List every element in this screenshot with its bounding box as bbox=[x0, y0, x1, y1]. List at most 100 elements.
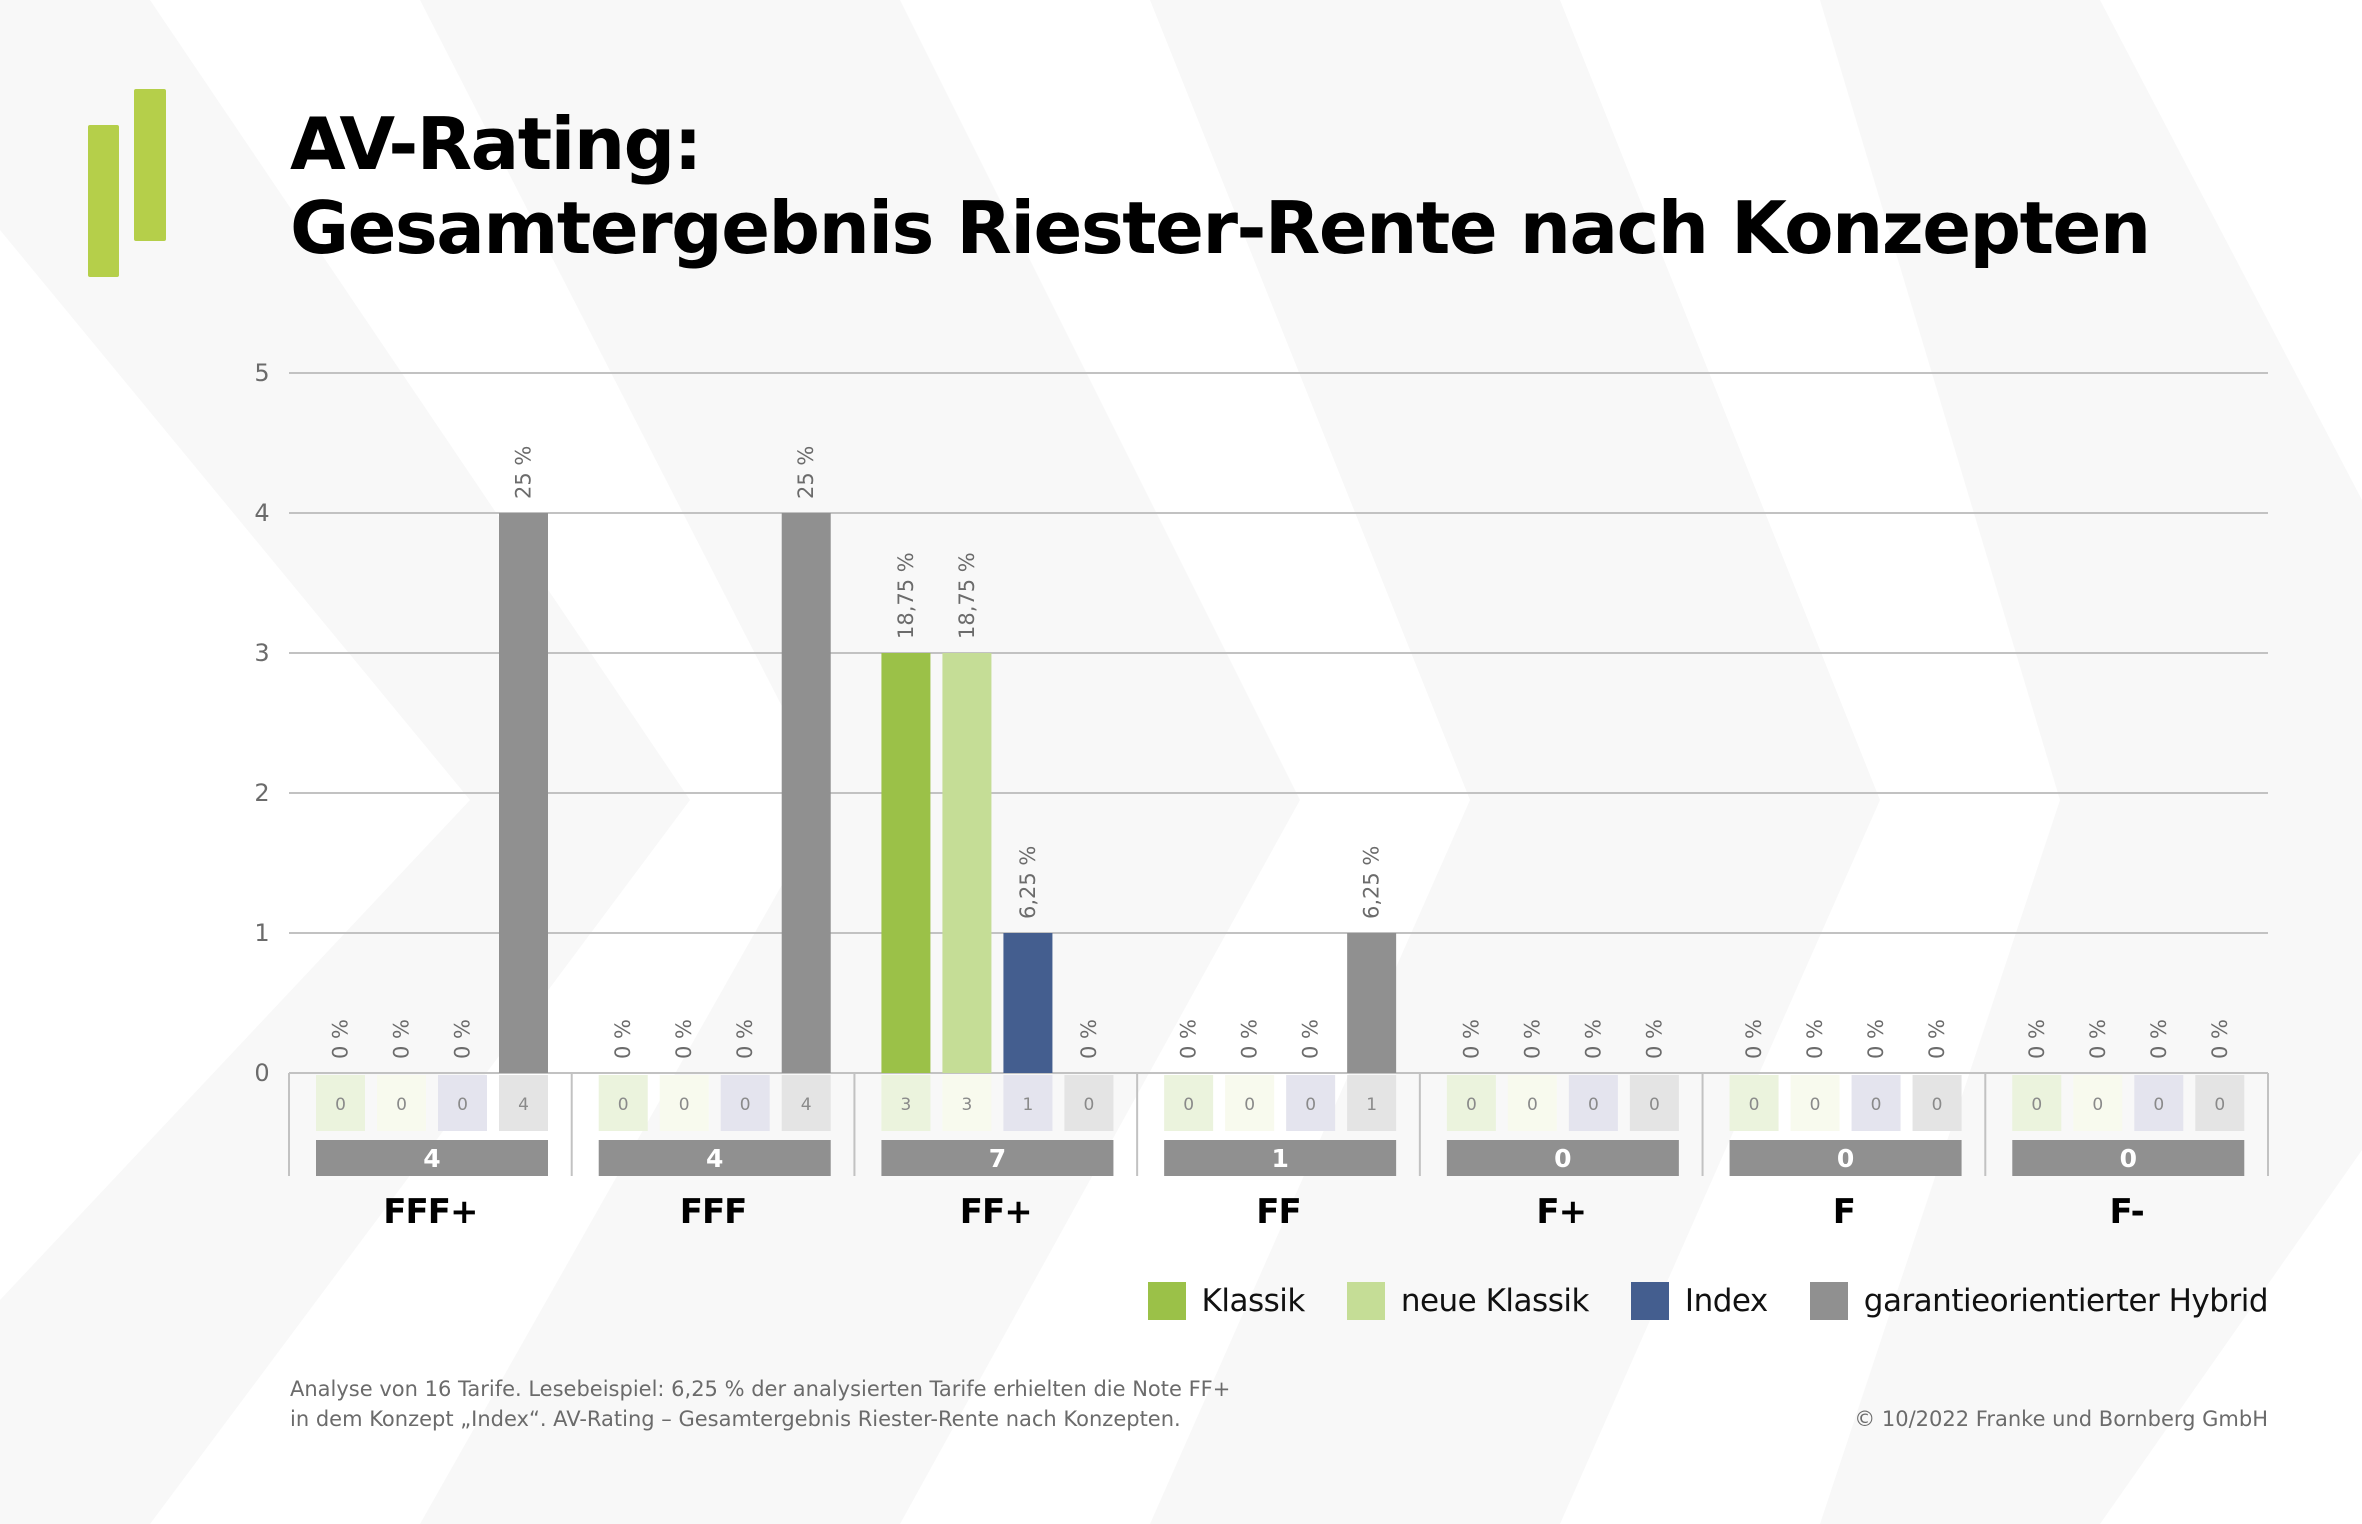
category-group-F+: 0 % 0 0 % 0 0 % 0 0 % 0 0 F+ bbox=[1418, 1019, 1679, 1232]
count-cell-value: 0 bbox=[679, 1095, 690, 1115]
count-cell-value: 0 bbox=[335, 1095, 346, 1115]
footnote-line-2: in dem Konzept „Index“. AV-Rating – Gesa… bbox=[290, 1407, 1181, 1431]
count-cell-neue-klassik bbox=[942, 1075, 992, 1131]
legend-swatch-index bbox=[1630, 1282, 1669, 1320]
data-label-percent: 25 % bbox=[512, 446, 536, 499]
title-line-1: AV-Rating: bbox=[290, 102, 702, 186]
bar-index bbox=[1003, 933, 1053, 1073]
count-cell-value: 0 bbox=[396, 1095, 407, 1115]
data-label-percent: 0 % bbox=[451, 1019, 475, 1059]
count-cell-value: 0 bbox=[2214, 1095, 2225, 1115]
count-cell-hybrid bbox=[1912, 1075, 1962, 1131]
data-label-percent: 6,25 % bbox=[1360, 846, 1384, 919]
count-cell-value: 0 bbox=[2031, 1095, 2042, 1115]
total-value: 0 bbox=[1837, 1144, 1854, 1173]
count-cell-value: 0 bbox=[1932, 1095, 1943, 1115]
count-cell-value: 0 bbox=[1749, 1095, 1760, 1115]
page-title: AV-Rating: Gesamtergebnis Riester-Rente … bbox=[290, 102, 2151, 270]
category-label: F- bbox=[2109, 1192, 2143, 1232]
count-cell-klassik bbox=[1164, 1075, 1214, 1131]
data-label-percent: 0 % bbox=[2025, 1019, 2049, 1059]
data-label-percent: 18,75 % bbox=[955, 552, 979, 639]
y-tick-label: 3 bbox=[254, 639, 269, 667]
count-cell-value: 3 bbox=[962, 1095, 973, 1115]
bar-hybrid bbox=[1347, 933, 1397, 1073]
data-label-percent: 0 % bbox=[1238, 1019, 1262, 1059]
data-label-percent: 0 % bbox=[1581, 1019, 1605, 1059]
count-cell-klassik bbox=[881, 1075, 931, 1131]
category-group-FF+: 18,75 % 3 18,75 % 3 6,25 % 1 0 % 0 7 FF+ bbox=[853, 552, 1114, 1232]
count-cell-klassik bbox=[1446, 1075, 1496, 1131]
legend-swatch-klassik bbox=[1147, 1282, 1186, 1320]
category-group-F: 0 % 0 0 % 0 0 % 0 0 % 0 0 F bbox=[1701, 1019, 1962, 1232]
bar-klassik bbox=[881, 653, 931, 1073]
count-cell-value: 0 bbox=[1084, 1095, 1095, 1115]
count-cell-neue-klassik bbox=[2073, 1075, 2123, 1131]
count-cell-value: 3 bbox=[901, 1095, 912, 1115]
count-cell-value: 0 bbox=[1183, 1095, 1194, 1115]
legend-item-klassik: Klassik bbox=[1147, 1282, 1305, 1320]
count-cell-value: 0 bbox=[1244, 1095, 1255, 1115]
count-cell-klassik bbox=[2012, 1075, 2062, 1131]
count-cell-value: 0 bbox=[457, 1095, 468, 1115]
gridlines bbox=[289, 372, 2268, 1074]
total-value: 4 bbox=[706, 1144, 723, 1173]
total-value: 0 bbox=[2120, 1144, 2137, 1173]
count-cell-value: 0 bbox=[1871, 1095, 1882, 1115]
count-cell-index bbox=[1286, 1075, 1336, 1131]
bar-hybrid bbox=[499, 513, 548, 1073]
data-label-percent: 18,75 % bbox=[894, 552, 918, 639]
count-cell-index bbox=[1851, 1075, 1901, 1131]
count-cell-hybrid bbox=[1629, 1075, 1679, 1131]
footnote: Analyse von 16 Tarife. Lesebeispiel: 6,2… bbox=[290, 1374, 1230, 1434]
count-cell-klassik bbox=[316, 1075, 365, 1131]
count-cell-value: 0 bbox=[1527, 1095, 1538, 1115]
count-cell-value: 4 bbox=[801, 1095, 812, 1115]
category-label: F+ bbox=[1536, 1192, 1586, 1232]
data-label-percent: 0 % bbox=[329, 1019, 353, 1059]
count-cell-value: 0 bbox=[1305, 1095, 1316, 1115]
category-group-FFF+: 0 % 0 0 % 0 0 % 0 25 % 4 4 FFF+ bbox=[288, 446, 548, 1232]
count-cell-klassik bbox=[1729, 1075, 1779, 1131]
footnote-line-1: Analyse von 16 Tarife. Lesebeispiel: 6,2… bbox=[290, 1377, 1231, 1401]
count-cell-hybrid bbox=[1064, 1075, 1114, 1131]
total-box bbox=[2012, 1140, 2245, 1176]
count-cell-value: 1 bbox=[1023, 1095, 1034, 1115]
legend: Klassik neue Klassik Index garantieorien… bbox=[1106, 1282, 2269, 1320]
data-label-percent: 25 % bbox=[794, 446, 818, 499]
data-label-percent: 0 % bbox=[2208, 1019, 2232, 1059]
count-cell-index bbox=[2134, 1075, 2184, 1131]
count-cell-value: 1 bbox=[1366, 1095, 1377, 1115]
category-label: FFF bbox=[680, 1192, 747, 1232]
data-label-percent: 0 % bbox=[390, 1019, 414, 1059]
data-label-percent: 0 % bbox=[1077, 1019, 1101, 1059]
logo-bar-right bbox=[134, 89, 166, 241]
title-line-2: Gesamtergebnis Riester-Rente nach Konzep… bbox=[290, 186, 2151, 270]
category-label: FF bbox=[1256, 1192, 1300, 1232]
total-box bbox=[1729, 1140, 1962, 1176]
total-box bbox=[1164, 1140, 1397, 1176]
legend-label: Index bbox=[1684, 1283, 1768, 1319]
legend-swatch-hybrid bbox=[1809, 1282, 1848, 1320]
category-label: F bbox=[1833, 1192, 1855, 1232]
legend-label: neue Klassik bbox=[1400, 1283, 1590, 1319]
count-cell-value: 4 bbox=[518, 1095, 529, 1115]
count-cell-value: 0 bbox=[1810, 1095, 1821, 1115]
data-label-percent: 0 % bbox=[1864, 1019, 1888, 1059]
bar-hybrid bbox=[781, 513, 831, 1073]
data-label-percent: 0 % bbox=[1925, 1019, 1949, 1059]
legend-swatch-neue-klassik bbox=[1346, 1282, 1385, 1320]
total-value: 1 bbox=[1271, 1144, 1288, 1173]
count-cell-hybrid bbox=[499, 1075, 548, 1131]
y-tick-label: 1 bbox=[254, 919, 269, 947]
y-tick-label: 5 bbox=[254, 359, 269, 387]
category-group-FF: 0 % 0 0 % 0 0 % 0 6,25 % 1 1 FF bbox=[1136, 846, 1397, 1232]
total-box bbox=[316, 1140, 548, 1176]
count-cell-value: 0 bbox=[1649, 1095, 1660, 1115]
y-tick-label: 0 bbox=[254, 1059, 269, 1087]
y-tick-label: 2 bbox=[254, 779, 269, 807]
data-label-percent: 0 % bbox=[1520, 1019, 1544, 1059]
data-label-percent: 0 % bbox=[672, 1019, 696, 1059]
count-cell-index bbox=[1568, 1075, 1618, 1131]
bar-neue-klassik bbox=[942, 653, 992, 1073]
